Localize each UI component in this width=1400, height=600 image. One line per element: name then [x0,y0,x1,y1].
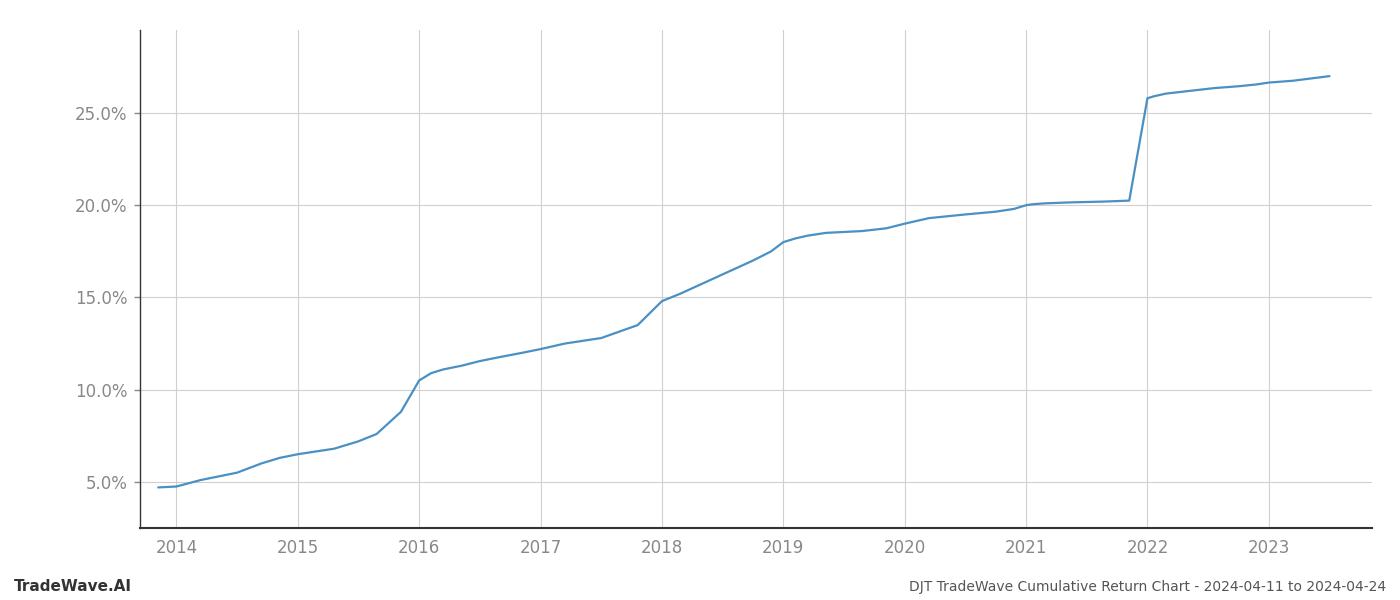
Text: TradeWave.AI: TradeWave.AI [14,579,132,594]
Text: DJT TradeWave Cumulative Return Chart - 2024-04-11 to 2024-04-24: DJT TradeWave Cumulative Return Chart - … [909,580,1386,594]
